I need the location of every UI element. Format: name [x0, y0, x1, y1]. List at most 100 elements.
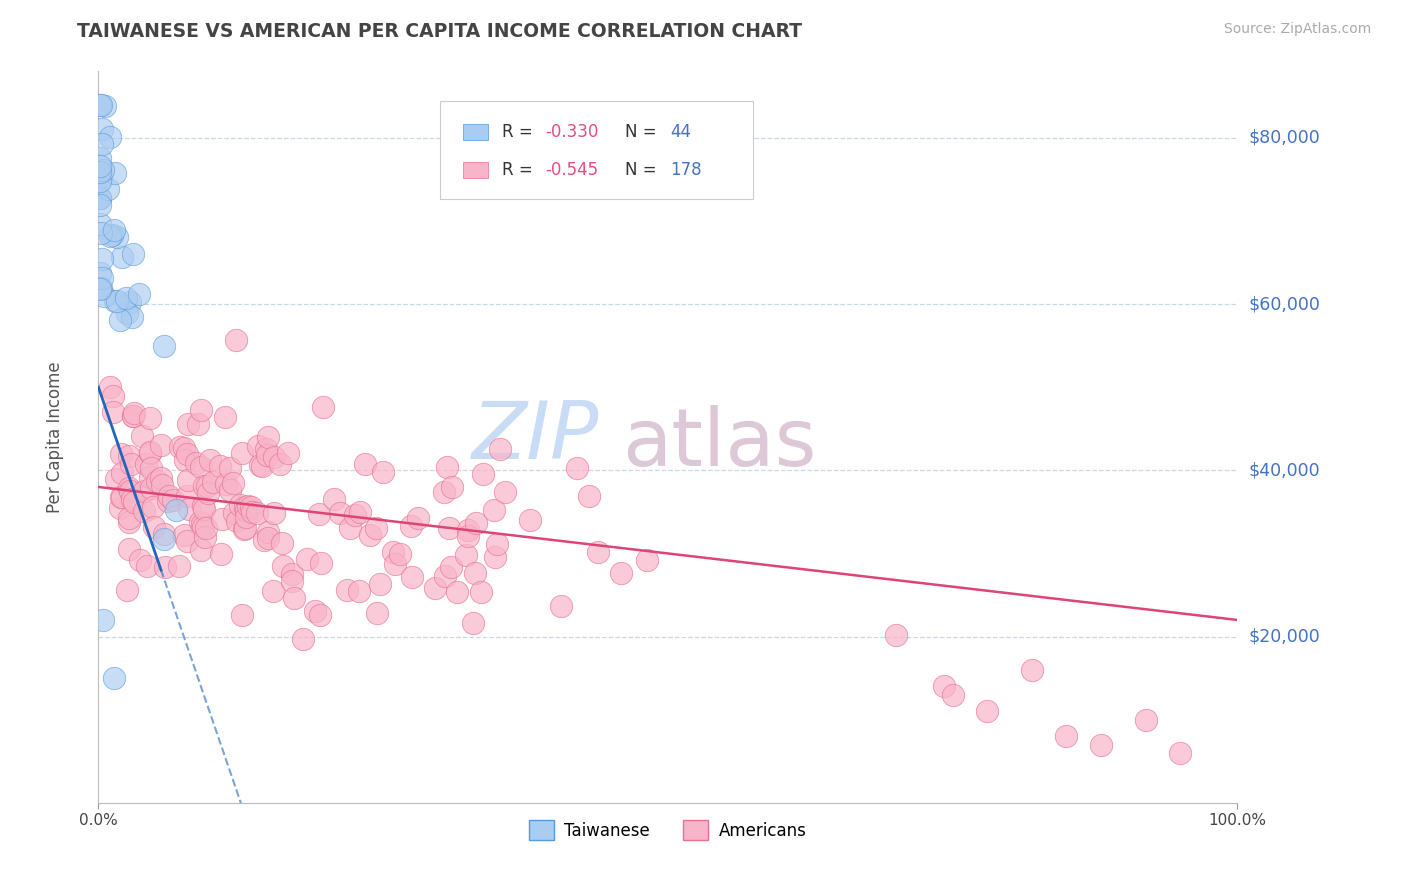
- Point: [193, 478, 215, 492]
- Point: [235, 510, 257, 524]
- Point: [104, 165, 127, 179]
- Point: [434, 569, 457, 583]
- Point: [122, 406, 145, 420]
- Point: [291, 632, 314, 646]
- Point: [1054, 729, 1078, 743]
- Point: [93, 289, 115, 303]
- Point: [89, 151, 111, 165]
- Point: [101, 388, 124, 402]
- Point: [90, 281, 112, 295]
- Point: [191, 517, 214, 532]
- Point: [586, 545, 609, 559]
- Point: [401, 569, 423, 583]
- Point: [128, 287, 150, 301]
- Point: [269, 457, 291, 471]
- Point: [349, 505, 371, 519]
- Point: [149, 471, 172, 485]
- Point: [384, 557, 406, 571]
- Point: [309, 556, 332, 570]
- Point: [214, 410, 236, 425]
- Point: [347, 583, 370, 598]
- Point: [254, 442, 277, 456]
- Point: [263, 506, 285, 520]
- Point: [359, 527, 381, 541]
- Point: [117, 306, 139, 320]
- Point: [942, 688, 965, 702]
- Point: [157, 490, 180, 504]
- Point: [90, 252, 112, 267]
- Point: [1135, 713, 1157, 727]
- FancyBboxPatch shape: [440, 101, 754, 200]
- Text: 44: 44: [671, 123, 692, 141]
- Point: [90, 170, 112, 185]
- Point: [494, 484, 516, 499]
- Point: [484, 549, 506, 564]
- Point: [89, 165, 111, 179]
- Point: [100, 129, 122, 144]
- Point: [461, 615, 484, 630]
- Point: [308, 508, 330, 522]
- Point: [105, 294, 128, 309]
- Point: [118, 481, 141, 495]
- Point: [399, 519, 422, 533]
- Point: [89, 266, 111, 280]
- Point: [884, 628, 907, 642]
- Legend: Taiwanese, Americans: Taiwanese, Americans: [523, 814, 813, 847]
- Point: [111, 250, 134, 264]
- Point: [89, 174, 111, 188]
- Point: [98, 229, 121, 244]
- Point: [139, 481, 162, 495]
- Point: [111, 490, 134, 504]
- Point: [364, 521, 387, 535]
- Point: [139, 445, 162, 459]
- Point: [609, 566, 631, 580]
- Point: [195, 521, 218, 535]
- Point: [470, 585, 492, 599]
- Point: [312, 400, 335, 414]
- Point: [457, 528, 479, 542]
- Text: atlas: atlas: [623, 405, 817, 483]
- Point: [446, 584, 468, 599]
- Point: [104, 472, 127, 486]
- Point: [153, 532, 176, 546]
- Point: [89, 217, 111, 231]
- Point: [240, 505, 263, 519]
- Point: [173, 441, 195, 455]
- Point: [382, 544, 405, 558]
- Point: [139, 446, 162, 460]
- Point: [208, 458, 231, 473]
- Point: [235, 503, 257, 517]
- FancyBboxPatch shape: [463, 124, 488, 140]
- Point: [142, 520, 165, 534]
- FancyBboxPatch shape: [463, 162, 488, 178]
- Point: [187, 417, 209, 432]
- Point: [177, 473, 200, 487]
- Point: [388, 547, 411, 561]
- Point: [89, 198, 111, 212]
- Point: [464, 566, 486, 580]
- Text: $40,000: $40,000: [1249, 461, 1320, 479]
- Point: [103, 671, 125, 685]
- Point: [636, 552, 658, 566]
- Point: [250, 458, 273, 473]
- Point: [249, 458, 271, 473]
- Point: [91, 163, 114, 178]
- Point: [335, 582, 357, 597]
- Point: [89, 192, 111, 206]
- Point: [222, 476, 245, 491]
- Point: [188, 515, 211, 529]
- Point: [236, 500, 259, 514]
- Point: [122, 495, 145, 509]
- Text: $60,000: $60,000: [1249, 295, 1320, 313]
- Point: [486, 536, 509, 550]
- Point: [578, 489, 600, 503]
- Point: [135, 457, 157, 471]
- Point: [153, 526, 176, 541]
- Point: [157, 494, 180, 508]
- Point: [344, 508, 367, 522]
- Point: [211, 512, 233, 526]
- Point: [118, 515, 141, 529]
- Point: [1170, 746, 1192, 760]
- Point: [91, 613, 114, 627]
- Text: Per Capita Income: Per Capita Income: [46, 361, 65, 513]
